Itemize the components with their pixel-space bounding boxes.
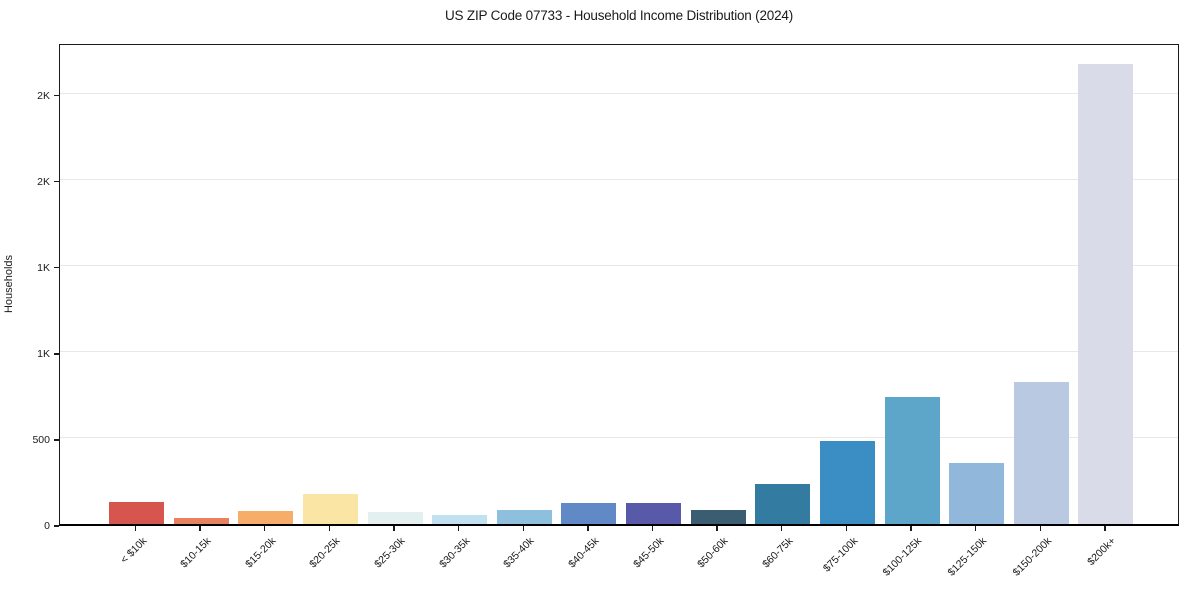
bar xyxy=(496,509,552,524)
y-gridline xyxy=(60,436,1178,438)
y-tick-label: 1K xyxy=(37,261,50,274)
y-gridline xyxy=(60,178,1178,180)
y-tick-label: 1K xyxy=(37,347,50,360)
x-tick-mark xyxy=(134,526,137,531)
y-tick-mark xyxy=(54,267,59,269)
x-tick-label: $15-20k xyxy=(242,535,279,571)
x-tick-mark xyxy=(1039,526,1041,531)
bar xyxy=(173,517,229,524)
x-tick-mark xyxy=(264,526,266,531)
bar xyxy=(1013,381,1069,524)
y-tick-mark xyxy=(54,439,59,441)
x-tick-label: $25-30k xyxy=(372,535,408,571)
y-gridline xyxy=(60,92,1178,94)
bar xyxy=(302,493,358,524)
bar xyxy=(626,503,682,524)
y-tick-mark xyxy=(54,94,59,97)
x-tick-label: $10-15k xyxy=(178,535,214,571)
y-tick-mark xyxy=(54,181,59,183)
y-tick-label: 500 xyxy=(32,433,50,446)
y-gridline xyxy=(60,264,1178,266)
y-axis-label: Households xyxy=(3,254,15,314)
x-tick-label: $50-60k xyxy=(695,535,731,571)
x-tick-mark xyxy=(845,526,848,531)
x-tick-label: < $10k xyxy=(117,535,149,566)
x-tick-label: $35-40k xyxy=(501,535,537,571)
x-tick-label: $45-50k xyxy=(630,535,667,571)
x-tick-label: $150-200k xyxy=(1010,535,1054,579)
bar xyxy=(109,501,164,524)
bar xyxy=(819,441,875,524)
x-tick-mark xyxy=(1104,526,1106,531)
x-tick-label: $100-125k xyxy=(880,535,925,579)
x-tick-mark xyxy=(199,526,201,531)
bar xyxy=(755,483,811,524)
bar xyxy=(432,515,488,524)
x-tick-label: $30-35k xyxy=(436,535,473,571)
y-tick-label: 2K xyxy=(37,175,50,188)
x-tick-mark xyxy=(910,526,912,531)
x-tick-label: $40-45k xyxy=(566,535,602,571)
y-tick-mark xyxy=(54,353,59,355)
x-tick-label: $75-100k xyxy=(820,535,860,575)
bar xyxy=(561,503,617,524)
bar xyxy=(884,397,940,524)
x-tick-label: $20-25k xyxy=(307,535,343,571)
x-tick-mark xyxy=(457,526,460,531)
x-tick-mark xyxy=(328,526,331,531)
bar xyxy=(238,510,294,524)
chart-title: US ZIP Code 07733 - Household Income Dis… xyxy=(445,8,793,23)
x-tick-mark xyxy=(522,526,524,531)
x-tick-mark xyxy=(716,526,718,531)
x-tick-mark xyxy=(651,526,654,531)
bar xyxy=(1078,64,1134,524)
bar xyxy=(690,510,746,524)
x-tick-mark xyxy=(974,526,977,531)
plot-area xyxy=(59,44,1179,526)
x-tick-mark xyxy=(393,526,395,531)
y-gridline xyxy=(60,350,1178,352)
y-tick-mark xyxy=(54,525,59,527)
bar xyxy=(949,462,1005,524)
y-tick-label: 2K xyxy=(37,89,50,102)
x-tick-label: $200k+ xyxy=(1085,535,1119,569)
x-tick-mark xyxy=(781,526,783,531)
x-tick-label: $125-150k xyxy=(945,535,990,579)
y-tick-label: 0 xyxy=(44,520,50,532)
x-tick-label: $60-75k xyxy=(759,535,796,571)
x-tick-mark xyxy=(587,526,589,531)
bar xyxy=(367,511,423,524)
